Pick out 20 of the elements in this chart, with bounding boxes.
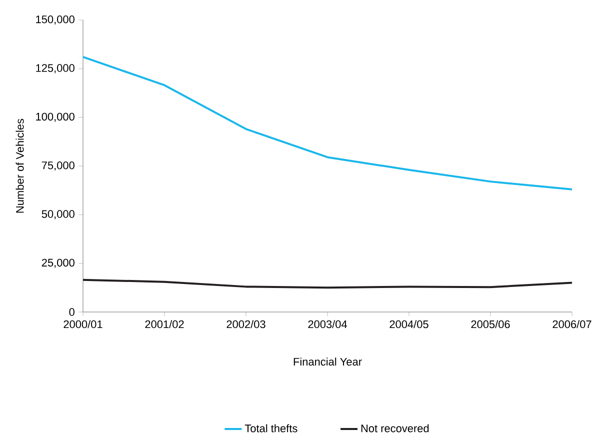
x-tick-label: 2001/02 [145,320,184,328]
legend-label: Total thefts [244,424,298,432]
line-series [82,56,574,190]
y-tick-label: 100,000 [36,112,74,122]
line-series [82,278,574,289]
y-tick-label: 50,000 [42,210,74,220]
y-tick-label: 125,000 [36,64,74,74]
x-axis-title: Financial Year [294,358,362,366]
x-tick-label: 2006/07 [552,320,592,328]
y-axis-title: Number of Vehicles [16,118,24,213]
x-tick-label: 2002/03 [226,320,266,328]
x-tick-label: 2004/05 [390,320,428,328]
x-tick-label: 2000/01 [64,320,102,328]
y-tick-label: 0 [69,308,74,316]
y-tick-label: 150,000 [36,15,74,25]
x-tick-label: 2003/04 [308,320,347,328]
legend-label: Not recovered [361,424,429,432]
y-tick-label: 75,000 [42,161,74,171]
x-tick-label: 2005/06 [471,320,510,328]
y-tick-label: 25,000 [42,258,74,268]
